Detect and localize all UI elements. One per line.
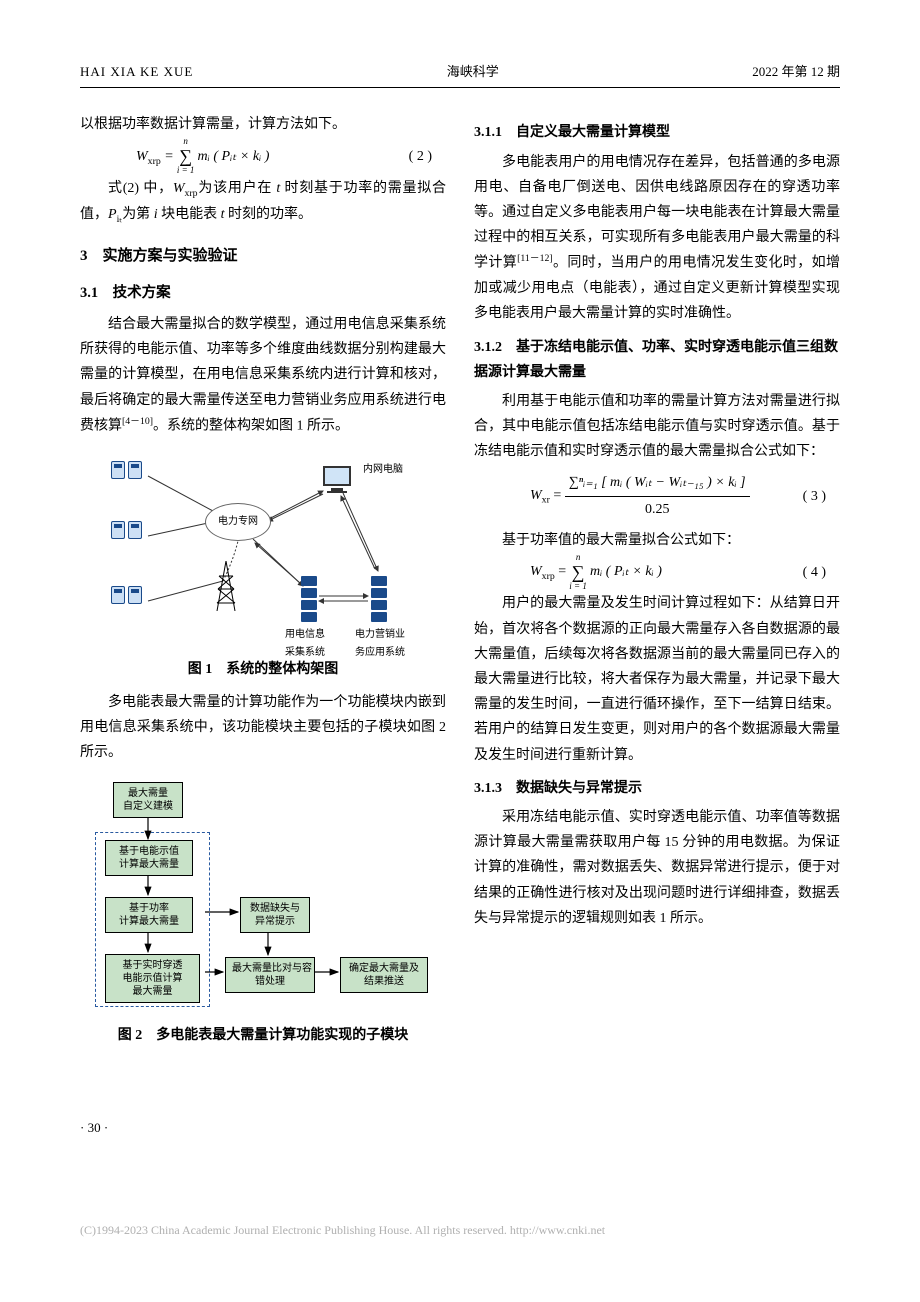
page-header: HAI XIA KE XUE 海峡科学 2022 年第 12 期 xyxy=(80,60,840,88)
figure-1: 电力专网 内网电脑 用电信息 采集系统 电力营销业 务应用系统 图 1 系统 xyxy=(80,451,446,682)
meter-group-3 xyxy=(111,586,142,604)
label-market: 电力营销业 务应用系统 xyxy=(355,626,405,662)
header-right: 2022 年第 12 期 xyxy=(752,60,840,83)
para-r2: 利用基于电能示值和功率的需量计算方法对需量进行拟合，其中电能示值包括冻结电能示值… xyxy=(474,389,840,465)
equation-4: Wxrp = ∑ni = 1 mᵢ ( Pᵢₜ × kᵢ ) ( 4 ) xyxy=(474,559,840,585)
sigma-icon: ∑ni = 1 xyxy=(572,563,585,581)
figure-2-flowchart: 最大需量 自定义建模 基于电能示值 计算最大需量 基于功率 计算最大需量 基于实… xyxy=(93,777,433,1017)
tower-icon xyxy=(213,561,239,611)
box-realtime: 基于实时穿透 电能示值计算 最大需量 xyxy=(105,954,200,1003)
box-result: 确定最大需量及 结果推送 xyxy=(340,957,428,993)
box-model: 最大需量 自定义建模 xyxy=(113,782,183,818)
section-3-heading: 3 实施方案与实验验证 xyxy=(80,243,446,270)
pc-icon xyxy=(323,466,351,493)
eq2-number: ( 2 ) xyxy=(409,144,446,169)
cloud-network: 电力专网 xyxy=(205,503,271,541)
para-r5: 采用冻结电能示值、实时穿透电能示值、功率值等数据源计算最大需量需获取用户每 15… xyxy=(474,805,840,931)
left-column: 以根据功率数据计算需量，计算方法如下。 Wxrp = ∑ni = 1 mᵢ ( … xyxy=(80,112,446,1056)
eq4-body: Wxrp = ∑ni = 1 mᵢ ( Pᵢₜ × kᵢ ) xyxy=(530,559,662,585)
footer-copyright: (C)1994-2023 China Academic Journal Elec… xyxy=(80,1220,840,1242)
header-left: HAI XIA KE XUE xyxy=(80,60,193,83)
figure-2: 最大需量 自定义建模 基于电能示值 计算最大需量 基于功率 计算最大需量 基于实… xyxy=(80,777,446,1048)
server-collect xyxy=(301,576,317,622)
label-collect: 用电信息 采集系统 xyxy=(285,626,325,662)
section-3-1-1-heading: 3.1.1 自定义最大需量计算模型 xyxy=(474,120,840,145)
eq3-number: ( 3 ) xyxy=(803,484,840,509)
para-tech-scheme: 结合最大需量拟合的数学模型，通过用电信息采集系统所获得的电能示值、功率等多个维度… xyxy=(80,312,446,439)
equation-3: Wxr = ∑ⁿᵢ₌₁ [ mᵢ ( Wᵢₜ − Wᵢₜ₋₁₅ ) × kᵢ ]… xyxy=(474,470,840,521)
para-r4: 用户的最大需量及发生时间计算过程如下：从结算日开始，首次将各个数据源的正向最大需… xyxy=(474,591,840,767)
para-fig2-intro: 多电能表最大需量的计算功能作为一个功能模块内嵌到用电信息采集系统中，该功能模块主… xyxy=(80,690,446,766)
eq4-number: ( 4 ) xyxy=(803,560,840,585)
box-missing: 数据缺失与 异常提示 xyxy=(240,897,310,933)
meter-group-1 xyxy=(111,461,142,479)
two-column-layout: 以根据功率数据计算需量，计算方法如下。 Wxrp = ∑ni = 1 mᵢ ( … xyxy=(80,112,840,1056)
para-eq2-explain: 式(2) 中，Wxrp为该用户在 t 时刻基于功率的需量拟合值，Piₜ为第 i … xyxy=(80,176,446,229)
figure-1-diagram: 电力专网 内网电脑 用电信息 采集系统 电力营销业 务应用系统 xyxy=(103,451,423,651)
header-center: 海峡科学 xyxy=(447,60,499,83)
section-3-1-3-heading: 3.1.3 数据缺失与异常提示 xyxy=(474,776,840,801)
box-energy: 基于电能示值 计算最大需量 xyxy=(105,840,193,876)
box-power: 基于功率 计算最大需量 xyxy=(105,897,193,933)
page-number: · 30 · xyxy=(80,1116,840,1139)
para-r3: 基于功率值的最大需量拟合公式如下： xyxy=(474,528,840,553)
figure-2-caption: 图 2 多电能表最大需量计算功能实现的子模块 xyxy=(80,1023,446,1048)
section-3-1-heading: 3.1 技术方案 xyxy=(80,280,446,306)
para-r1: 多电能表用户的用电情况存在差异，包括普通的多电源用电、自备电厂倒送电、因供电线路… xyxy=(474,150,840,327)
label-pc: 内网电脑 xyxy=(363,461,403,479)
equation-2: Wxrp = ∑ni = 1 mᵢ ( Pᵢₜ × kᵢ ) ( 2 ) xyxy=(80,144,446,170)
sigma-icon: ∑ni = 1 xyxy=(179,147,192,165)
eq2-body: Wxrp = ∑ni = 1 mᵢ ( Pᵢₜ × kᵢ ) xyxy=(136,144,269,170)
para-intro: 以根据功率数据计算需量，计算方法如下。 xyxy=(80,112,446,137)
section-3-1-2-heading: 3.1.2 基于冻结电能示值、功率、实时穿透电能示值三组数据源计算最大需量 xyxy=(474,335,840,385)
right-column: 3.1.1 自定义最大需量计算模型 多电能表用户的用电情况存在差异，包括普通的多… xyxy=(474,112,840,1056)
server-market xyxy=(371,576,387,622)
eq3-body: Wxr = ∑ⁿᵢ₌₁ [ mᵢ ( Wᵢₜ − Wᵢₜ₋₁₅ ) × kᵢ ]… xyxy=(530,470,750,521)
box-compare: 最大需量比对与容 错处理 xyxy=(225,957,315,993)
meter-group-2 xyxy=(111,521,142,539)
